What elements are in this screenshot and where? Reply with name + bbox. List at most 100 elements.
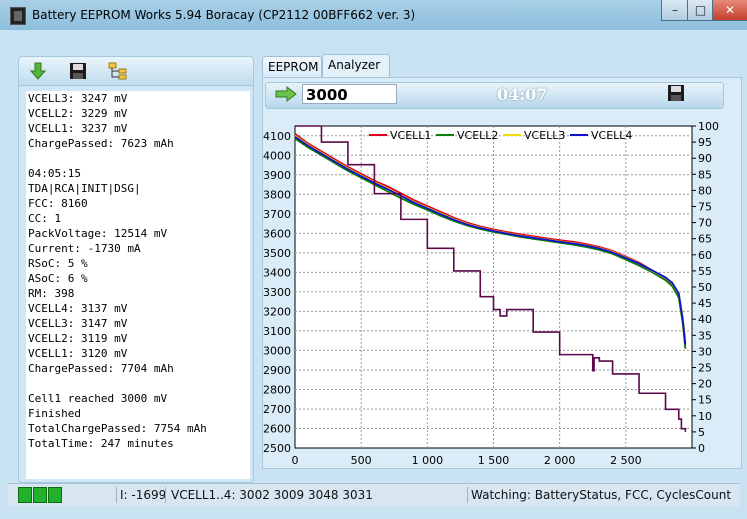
title-bar[interactable]: Battery EEPROM Works 5.94 Boracay (CP211… [0,0,747,30]
green-arrow-icon[interactable] [275,85,299,104]
minimize-button[interactable]: – [661,0,689,21]
maximize-button[interactable]: □ [687,0,714,21]
log-line [28,376,250,391]
log-line: FCC: 8160 [28,197,88,210]
y-tick-label-left: 2700 [263,403,291,416]
y-tick-label-left: 3100 [263,325,291,338]
log-line: PackVoltage: 12514 mV [28,227,168,240]
y-tick-label-left: 2800 [263,383,291,396]
elapsed-time: 04:07 [497,85,548,104]
y-tick-label-left: 2600 [263,422,291,435]
legend-label: VCELL2 [457,129,498,142]
series-line-charge [295,125,687,432]
y-tick-label-right: 30 [698,345,712,358]
log-line: VCELL2: 3229 mV [28,107,128,120]
y-tick-label-left: 3000 [263,344,291,357]
y-tick-label-right: 0 [698,442,705,455]
y-tick-label-right: 75 [698,201,712,214]
floppy-save-icon[interactable] [667,84,685,106]
y-tick-label-right: 60 [698,249,712,262]
tab-analyzer[interactable]: Analyzer [322,54,390,78]
y-tick-label-right: 65 [698,233,712,246]
legend-label: VCELL4 [591,129,632,142]
log-line: VCELL1: 3120 mV [28,347,128,360]
y-tick-label-left: 4000 [263,149,291,162]
log-line: TotalChargePassed: 7754 mAh [28,422,207,435]
log-line: TotalTime: 247 minutes [28,437,174,450]
y-tick-label-right: 5 [698,426,705,439]
log-line: RM: 398 [28,287,75,300]
x-tick-label: 1 000 [412,454,444,467]
log-line [28,151,250,166]
x-tick-label: 2 000 [544,454,576,467]
download-arrow-icon[interactable] [27,61,49,81]
y-tick-label-left: 4100 [263,130,291,143]
series-line-vcell4 [294,135,687,345]
status-watching: Watching: BatteryStatus, FCC, CyclesCoun… [471,488,732,502]
battery-level-segment [33,487,47,503]
y-tick-label-left: 3600 [263,227,291,240]
y-tick-label-right: 95 [698,136,712,149]
legend-label: VCELL1 [390,129,431,142]
status-bar: I: -1699 VCELL1..4: 3002 3009 3048 3031 … [8,483,740,506]
status-separator [116,487,117,503]
y-tick-label-left: 3300 [263,286,291,299]
close-button[interactable]: ✕ [712,0,747,21]
tree-structure-icon[interactable] [107,61,129,81]
log-line: ChargePassed: 7623 mAh [28,137,174,150]
log-toolbar [19,57,253,86]
floppy-save-icon[interactable] [67,61,89,81]
tab-eeprom[interactable]: EEPROM [262,56,322,78]
log-line: VCELL1: 3237 mV [28,122,128,135]
log-line: RSoC: 5 % [28,257,88,270]
log-line: Cell1 reached 3000 mV [28,392,168,405]
status-separator [165,487,166,503]
y-tick-label-right: 85 [698,168,712,181]
y-tick-label-right: 100 [698,120,719,133]
voltage-threshold-input[interactable]: 3000 [302,84,397,104]
status-current: I: -1699 [120,488,167,502]
battery-level-segment [48,487,62,503]
x-tick-label: 500 [351,454,372,467]
log-line: VCELL3: 3247 mV [28,92,128,105]
y-tick-label-left: 3400 [263,266,291,279]
y-tick-label-right: 35 [698,329,712,342]
y-tick-label-right: 20 [698,378,712,391]
y-tick-label-right: 45 [698,297,712,310]
y-tick-label-right: 50 [698,281,712,294]
x-tick-label: 0 [292,454,299,467]
y-tick-label-right: 70 [698,217,712,230]
x-tick-label: 1 500 [478,454,510,467]
log-line: 04:05:15 [28,167,81,180]
y-tick-label-left: 2900 [263,364,291,377]
y-tick-label-left: 3900 [263,169,291,182]
window-title: Battery EEPROM Works 5.94 Boracay (CP211… [32,8,416,22]
log-line: VCELL2: 3119 mV [28,332,128,345]
y-tick-label-right: 40 [698,313,712,326]
y-tick-label-right: 55 [698,265,712,278]
y-tick-label-left: 3700 [263,208,291,221]
y-tick-label-left: 3200 [263,305,291,318]
y-tick-label-left: 3500 [263,247,291,260]
log-line: VCELL3: 3147 mV [28,317,128,330]
log-output[interactable]: VCELL3: 3247 mV VCELL2: 3229 mV VCELL1: 32… [26,91,250,479]
log-line: CC: 1 [28,212,62,225]
y-tick-label-left: 2500 [263,442,291,455]
log-line: TDA|RCA|INIT|DSG| [28,182,141,195]
log-line: ChargePassed: 7704 mAh [28,362,174,375]
battery-level-segment [18,487,32,503]
legend-label: VCELL3 [524,129,565,142]
status-cells: VCELL1..4: 3002 3009 3048 3031 [171,488,373,502]
log-line: ASoC: 6 % [28,272,88,285]
y-tick-label-right: 80 [698,184,712,197]
battery-app-icon [10,7,26,25]
discharge-chart: 0 500 1 000 1 500 2 000 2 5002500260027002800… [263,120,719,467]
y-tick-label-right: 15 [698,394,712,407]
log-line: Finished [28,407,81,420]
y-tick-label-right: 90 [698,152,712,165]
log-line: Current: -1730 mA [28,242,141,255]
status-separator [467,487,468,503]
y-tick-label-right: 25 [698,362,712,375]
y-tick-label-right: 10 [698,410,712,423]
